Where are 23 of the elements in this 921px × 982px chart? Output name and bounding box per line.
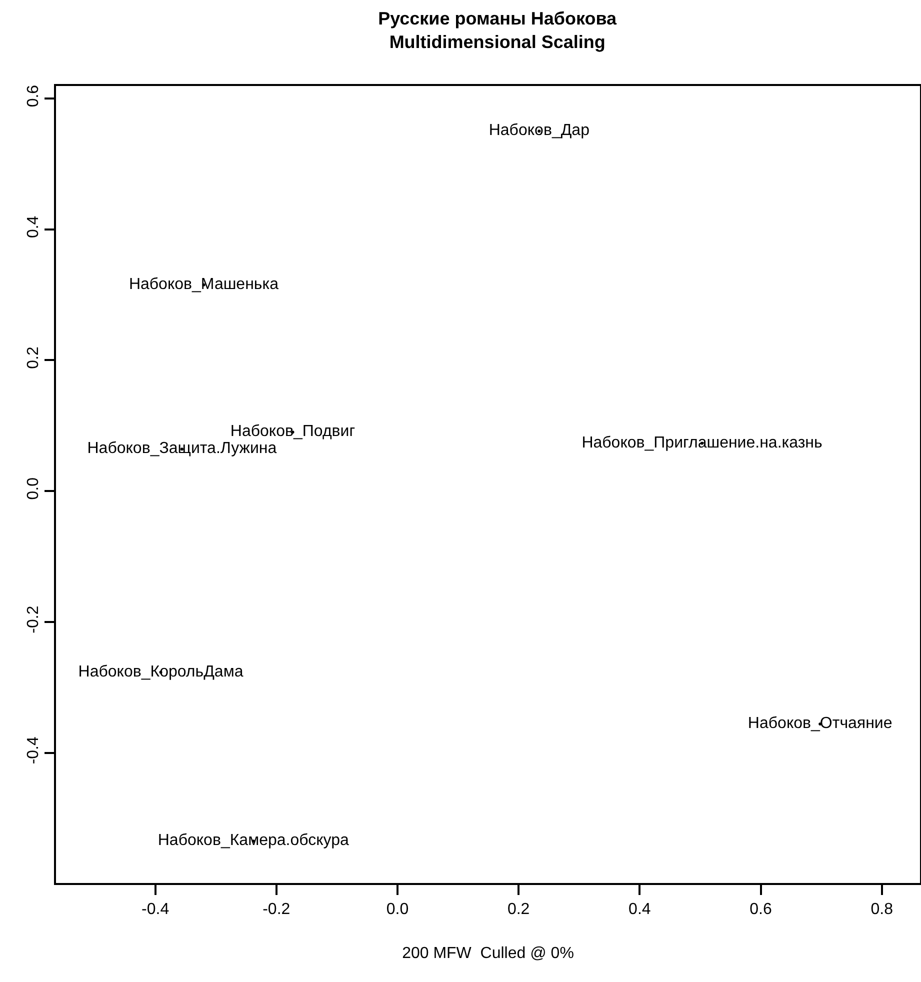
- y-tick-label: 0.0: [24, 477, 42, 500]
- data-label: Набоков_Машенька: [128, 276, 279, 293]
- x-tick-label: -0.2: [262, 900, 290, 918]
- chart-title: Русские романы Набокова Multidimensional Scaling: [378, 8, 618, 52]
- x-tick-label: 0.6: [750, 900, 772, 918]
- x-axis-title: 200 MFW Culled @ 0%: [402, 945, 574, 962]
- y-tick-label: 0.2: [24, 346, 42, 369]
- x-tick-label: 0.4: [628, 900, 651, 918]
- data-label: Набоков_Подвиг: [230, 423, 356, 440]
- x-tick-label: 0.0: [386, 900, 409, 918]
- y-tick-label: -0.2: [24, 606, 42, 634]
- data-label: Набоков_Защита.Лужина: [87, 440, 277, 458]
- x-tick-label: 0.2: [507, 900, 530, 918]
- data-label: Набоков_Отчаяние: [748, 714, 892, 732]
- y-tick-label: 0.6: [24, 84, 42, 108]
- data-label: Набоков_Камера.обскура: [158, 832, 349, 850]
- y-tick-label: -0.4: [24, 736, 42, 764]
- data-label: Набоков_Дар: [488, 122, 590, 140]
- data-label: Набоков_КорольДама: [78, 663, 244, 680]
- data-label: Набоков_Приглашение.на.казнь: [582, 434, 822, 452]
- y-tick-label: 0.4: [24, 216, 42, 238]
- x-tick-label: 0.8: [870, 900, 894, 918]
- x-tick-label: -0.4: [142, 900, 170, 918]
